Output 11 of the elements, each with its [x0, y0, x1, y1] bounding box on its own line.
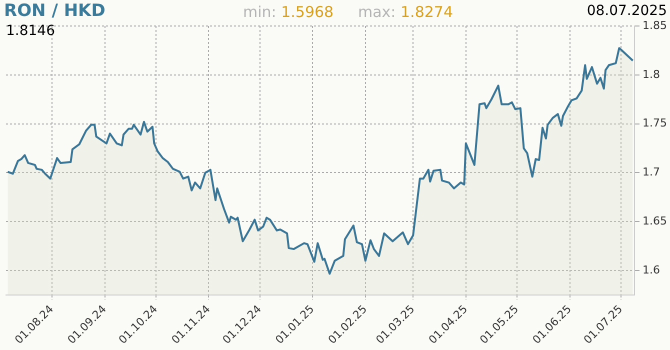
y-tick-label: 1.75 — [642, 116, 668, 130]
annotation: 1.8146 — [6, 23, 55, 39]
y-tick-label: 1.65 — [642, 214, 668, 228]
y-tick-label: 1.7 — [642, 166, 660, 179]
chart-title: RON / HKD — [4, 1, 106, 21]
text: 08.07.2025 — [586, 3, 667, 19]
y-tick-label: 1.85 — [642, 18, 668, 32]
y-tick-label: 1.8 — [642, 68, 660, 81]
text: max: 1.8274 — [358, 3, 454, 21]
text: min: 1.5968 — [243, 3, 334, 21]
y-tick-label: 1.6 — [642, 263, 660, 276]
